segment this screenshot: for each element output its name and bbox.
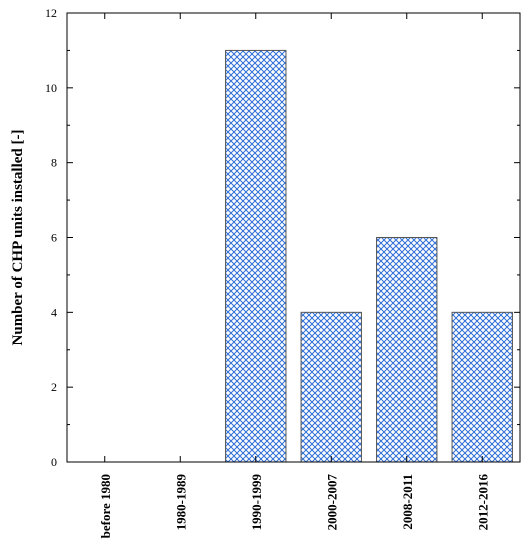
x-category-label: before 1980 bbox=[98, 474, 113, 538]
x-category-label: 2008-2011 bbox=[400, 474, 415, 530]
y-axis-ticks: 0 2 4 6 8 10 12 bbox=[45, 6, 520, 469]
y-tick-label: 2 bbox=[51, 380, 57, 394]
bar-3 bbox=[300, 311, 362, 463]
x-category-label: 2012-2016 bbox=[475, 474, 490, 531]
x-axis-ticks: before 1980 1980-1989 1990-1999 2000-2007 20… bbox=[98, 13, 490, 538]
bars bbox=[225, 49, 513, 463]
y-tick-label: 6 bbox=[51, 231, 57, 245]
y-tick-label: 8 bbox=[51, 156, 57, 170]
bar-5 bbox=[451, 311, 513, 463]
x-category-label: 2000-2007 bbox=[324, 474, 339, 531]
bar-4 bbox=[376, 237, 438, 463]
x-category-label: 1980-1989 bbox=[173, 474, 188, 531]
x-category-label: 1990-1999 bbox=[249, 474, 264, 531]
y-tick-label: 0 bbox=[51, 455, 57, 469]
bar-2 bbox=[225, 49, 287, 463]
y-axis-title: Number of CHP units installed [-] bbox=[10, 130, 26, 346]
y-tick-label: 4 bbox=[51, 305, 57, 319]
y-tick-label: 10 bbox=[45, 81, 57, 95]
y-tick-label: 12 bbox=[45, 6, 57, 20]
